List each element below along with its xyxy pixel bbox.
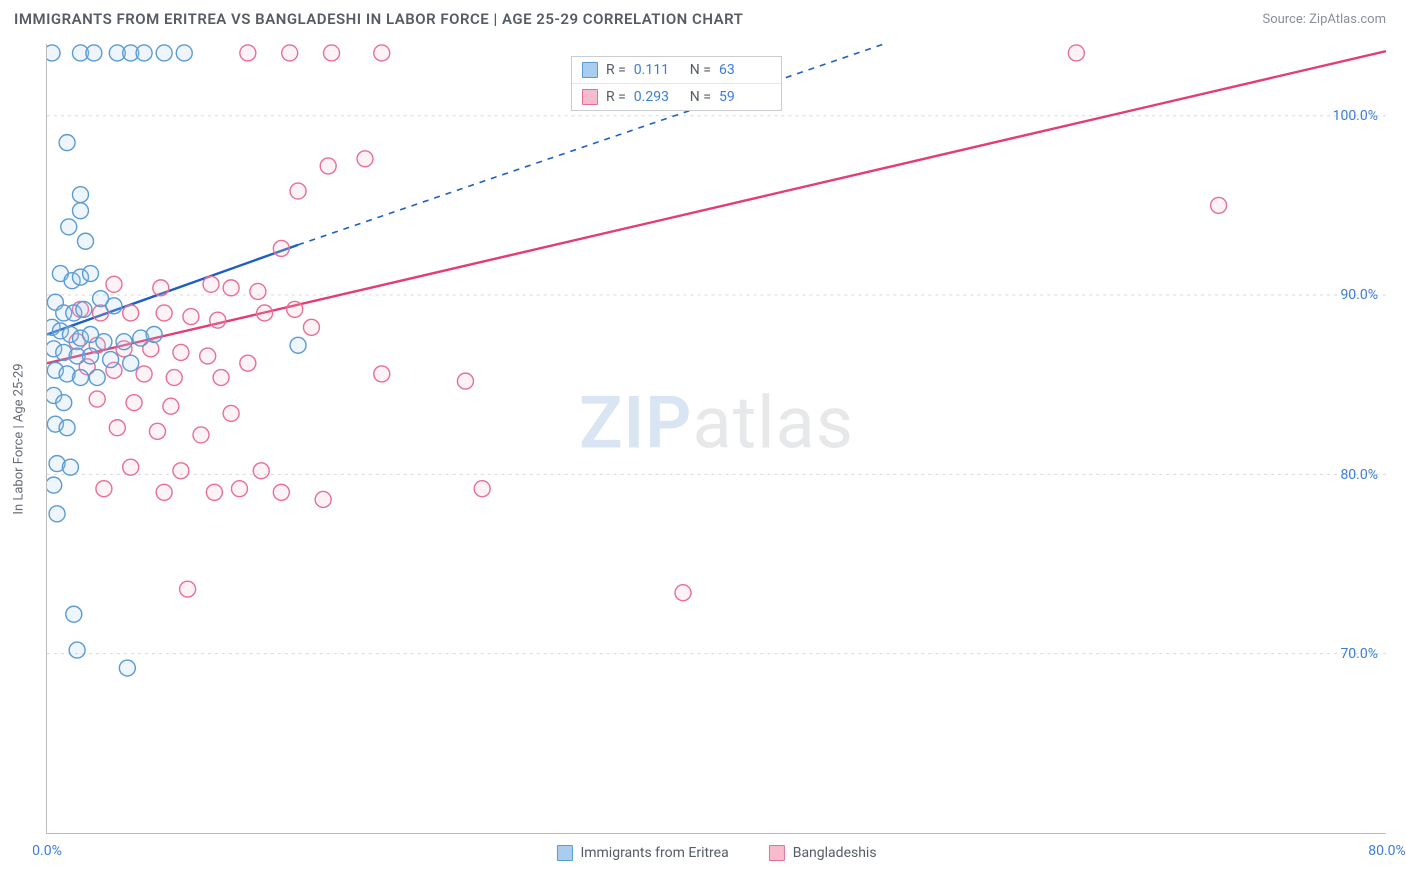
stat-n-label: N =: [690, 89, 711, 105]
y-tick-label: 80.0%: [1340, 467, 1378, 483]
legend-swatch-eritrea: [556, 845, 572, 861]
stat-swatch-bangladeshi: [582, 89, 598, 105]
y-tick-label: 100.0%: [1333, 108, 1378, 124]
scatter-plot: [47, 44, 1386, 833]
legend-swatch-bangladeshi: [769, 845, 785, 861]
y-tick-label: 90.0%: [1340, 287, 1378, 303]
header: IMMIGRANTS FROM ERITREA VS BANGLADESHI I…: [0, 0, 1406, 34]
correlation-stat-box: R = 0.111 N = 63 R = 0.293 N = 59: [571, 56, 782, 111]
stat-row-bangladeshi: R = 0.293 N = 59: [572, 83, 781, 110]
stat-n-label: N =: [690, 62, 711, 78]
y-tick-label: 70.0%: [1340, 646, 1378, 662]
stat-r-value-bangladeshi: 0.293: [634, 89, 682, 105]
stat-r-value-eritrea: 0.111: [634, 62, 682, 78]
stat-r-label: R =: [606, 62, 626, 78]
x-tick-label: 80.0%: [1368, 843, 1406, 859]
stat-n-value-bangladeshi: 59: [719, 89, 767, 105]
legend-item-eritrea: Immigrants from Eritrea: [556, 845, 728, 861]
legend-label-bangladeshi: Bangladeshis: [793, 845, 877, 861]
legend-item-bangladeshi: Bangladeshis: [769, 845, 877, 861]
x-axis-legend: Immigrants from Eritrea Bangladeshis: [556, 845, 876, 861]
chart-area: In Labor Force | Age 25-29 ZIPatlas 70.0…: [46, 44, 1386, 834]
stat-r-label: R =: [606, 89, 626, 105]
source-attribution: Source: ZipAtlas.com: [1262, 12, 1386, 27]
stat-n-value-eritrea: 63: [719, 62, 767, 78]
stat-swatch-eritrea: [582, 62, 598, 78]
chart-title: IMMIGRANTS FROM ERITREA VS BANGLADESHI I…: [14, 10, 743, 28]
legend-label-eritrea: Immigrants from Eritrea: [580, 845, 728, 861]
x-tick-label: 0.0%: [32, 843, 62, 859]
y-axis-label: In Labor Force | Age 25-29: [12, 363, 27, 514]
stat-row-eritrea: R = 0.111 N = 63: [572, 57, 781, 83]
